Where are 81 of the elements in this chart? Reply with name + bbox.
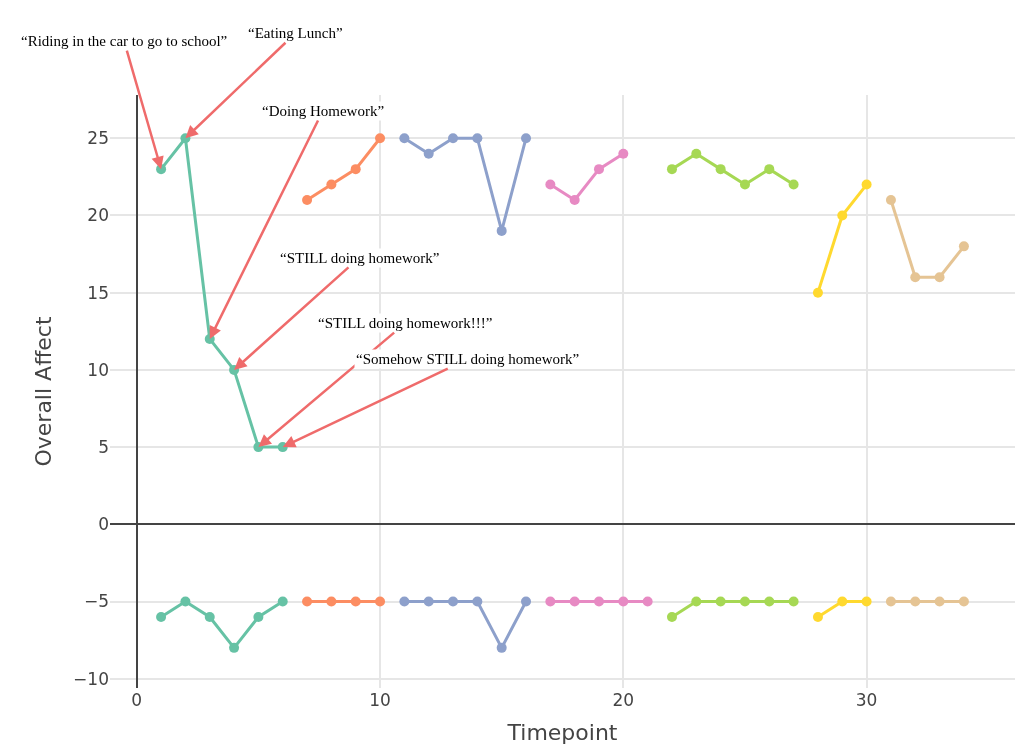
point	[958, 241, 969, 252]
point	[764, 596, 775, 607]
x-tick-label: 10	[369, 690, 391, 710]
point	[326, 179, 337, 190]
annotation: “STILL doing homework”	[280, 250, 440, 266]
point	[691, 148, 702, 159]
point	[910, 272, 921, 283]
point	[496, 642, 507, 653]
point	[521, 133, 532, 144]
y-tick-label: 0	[98, 514, 109, 535]
point	[448, 133, 459, 144]
point	[350, 164, 361, 175]
x-tick-label: 0	[131, 690, 143, 710]
point	[666, 611, 677, 622]
point	[958, 596, 969, 607]
point	[253, 611, 264, 622]
point	[302, 195, 313, 206]
y-tick-label: 10	[87, 359, 109, 380]
point	[350, 596, 361, 607]
point	[277, 596, 288, 607]
point	[180, 596, 191, 607]
point	[521, 596, 532, 607]
point	[885, 596, 896, 607]
point	[739, 596, 750, 607]
y-tick-label: 20	[87, 205, 109, 226]
point	[569, 596, 580, 607]
point	[861, 179, 872, 190]
y-axis-title: Overall Affect	[30, 316, 56, 467]
y-tick-label: −10	[73, 668, 109, 689]
y-tick-label: 15	[87, 282, 109, 303]
point	[618, 596, 629, 607]
y-tick-label: 5	[98, 437, 109, 458]
annotation: “Eating Lunch”	[248, 25, 343, 41]
y-tick-label: 25	[87, 128, 109, 149]
point	[934, 272, 945, 283]
annotation: “Riding in the car to go to school”	[21, 33, 228, 49]
point	[302, 596, 313, 607]
point	[472, 133, 483, 144]
point	[569, 195, 580, 206]
point	[764, 164, 775, 175]
point	[691, 596, 702, 607]
point	[715, 164, 726, 175]
point	[642, 596, 653, 607]
point	[423, 148, 434, 159]
x-tick-label: 30	[855, 690, 878, 710]
point	[837, 596, 848, 607]
point	[496, 225, 507, 236]
point	[399, 596, 410, 607]
point	[885, 195, 896, 206]
point	[545, 596, 556, 607]
point	[593, 164, 604, 175]
point	[812, 287, 823, 298]
point	[375, 133, 386, 144]
point	[229, 642, 240, 653]
y-tick-label: −5	[83, 591, 109, 612]
point	[861, 596, 872, 607]
annotation: “Somehow STILL doing homework”	[356, 351, 580, 367]
point	[593, 596, 604, 607]
point	[545, 179, 556, 190]
point	[934, 596, 945, 607]
point	[618, 148, 629, 159]
x-axis-title: Timepoint	[506, 719, 618, 745]
x-tick-label: 20	[612, 690, 635, 710]
point	[156, 611, 167, 622]
point	[910, 596, 921, 607]
annotation: “Doing Homework”	[262, 103, 385, 119]
point	[399, 133, 410, 144]
point	[788, 596, 799, 607]
point	[812, 611, 823, 622]
point	[715, 596, 726, 607]
point	[448, 596, 459, 607]
point	[666, 164, 677, 175]
point	[375, 596, 386, 607]
point	[837, 210, 848, 221]
point	[788, 179, 799, 190]
point	[423, 596, 434, 607]
point	[739, 179, 750, 190]
annotation: “STILL doing homework!!!”	[318, 315, 493, 331]
point	[204, 611, 215, 622]
point	[472, 596, 483, 607]
point	[326, 596, 337, 607]
